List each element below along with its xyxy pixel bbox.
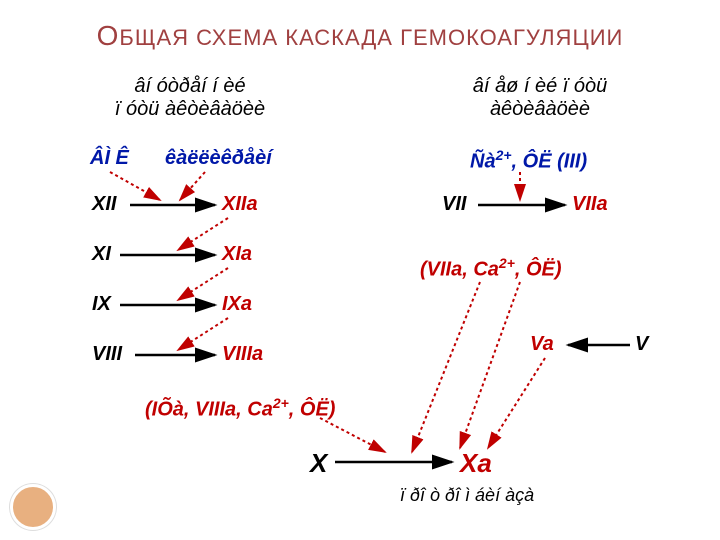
- factor-XI: XI: [92, 243, 111, 266]
- factor-Xa: Xa: [460, 448, 492, 479]
- label-kallikrein: êàëëèêðåèí: [165, 147, 272, 170]
- left-subtitle: âí óòðåí í èéï óòü àêòèâàöèè: [90, 75, 290, 121]
- factor-V: V: [635, 333, 648, 356]
- complex-left: (IÕà, VIIIa, Ca2+, ÔË): [145, 395, 335, 422]
- factor-Va: Va: [530, 333, 554, 356]
- factor-VIIa: VIIa: [572, 193, 608, 216]
- factor-IXa: IXa: [222, 293, 252, 316]
- factor-VIII: VIII: [92, 343, 122, 366]
- factor-VIIIa: VIIIa: [222, 343, 263, 366]
- slide-decoration-circle: [10, 484, 56, 530]
- factor-X: X: [310, 448, 327, 479]
- factor-VII: VII: [442, 193, 466, 216]
- page-title: ОБЩАЯ СХЕМА КАСКАДА ГЕМОКОАГУЛЯЦИИ: [0, 20, 720, 52]
- right-subtitle: âí åø í èé ï óòüàêòèâàöèè: [440, 75, 640, 121]
- factor-XII: XII: [92, 193, 116, 216]
- label-ca-fl: Ñà2+, ÔË (III): [470, 147, 587, 174]
- label-vmk: ÂÌ Ê: [90, 147, 129, 170]
- complex-right: (VIIa, Ca2+, ÔË): [420, 255, 562, 282]
- factor-IX: IX: [92, 293, 111, 316]
- factor-XIIa: XIIa: [222, 193, 258, 216]
- factor-XIa: XIa: [222, 243, 252, 266]
- footnote-prothrombinase: ï ðî ò ðî ì áèí àçà: [400, 485, 534, 506]
